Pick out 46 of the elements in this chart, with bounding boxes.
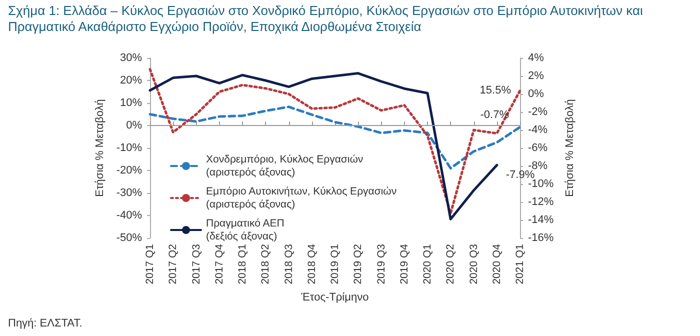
y2-axis-title: Ετήσια % Μεταβολή (564, 99, 576, 197)
x-tick-label: 2017 Q2 (167, 244, 180, 284)
x-tick-label: 2020 Q2 (444, 244, 457, 284)
x-tick-label: 2018 Q3 (282, 244, 295, 284)
x-tick-label: 2021 Q1 (514, 244, 526, 284)
y-tick-label: 20% (120, 74, 142, 86)
y2-tick-label: -8% (528, 160, 548, 172)
legend-label: Χονδρεμπόριο, Κύκλος Εργασιών (αριστερός άξονας) (206, 154, 364, 178)
x-tick-label: 2017 Q3 (190, 244, 202, 284)
y-axis-title: Ετήσια % Μεταβολή (94, 99, 106, 197)
y-tick-label: -40% (116, 210, 142, 222)
y2-tick-label: 4% (528, 52, 544, 64)
y-tick-label: -10% (116, 142, 142, 154)
y-tick-label: 30% (120, 52, 142, 64)
y2-tick-label: -2% (528, 106, 548, 118)
y-tick-label: -20% (116, 164, 142, 176)
y-tick-label: 0% (126, 120, 142, 132)
y2-tick-label: -12% (528, 196, 554, 208)
x-tick-label: 2018 Q1 (236, 244, 248, 284)
y-tick-label: 10% (120, 97, 142, 109)
y2-tick-label: -6% (528, 142, 548, 154)
y2-tick-label: 2% (528, 70, 544, 82)
y2-tick-label: -16% (528, 232, 554, 244)
data-label: 15.5% (480, 84, 512, 97)
x-axis-title: Έτος-Τρίμηνο (300, 292, 369, 304)
text: Πηγή: ΕΛΣΤΑΤ. (8, 318, 82, 330)
x-tick-label: 2020 Q4 (490, 244, 503, 284)
y2-tick-label: -10% (528, 178, 554, 190)
x-tick-label: 2017 Q4 (213, 244, 226, 284)
legend-label: Εμπόριο Αυτοκινήτων, Κύκλος Εργασιών (αριστερός άξονας) (206, 186, 397, 210)
x-tick-label: 2019 Q2 (352, 244, 364, 284)
x-tick-label: 2019 Q3 (375, 244, 388, 284)
x-tick-label: 2019 Q1 (329, 244, 341, 284)
y2-tick-label: 0% (528, 88, 544, 100)
x-tick-label: 2020 Q3 (468, 244, 480, 284)
y2-tick-label: -14% (528, 214, 554, 226)
x-tick-label: 2019 Q4 (398, 244, 410, 284)
x-tick-label: 2018 Q4 (306, 244, 318, 284)
x-tick-label: 2017 Q1 (144, 244, 156, 284)
x-tick-label: 2018 Q2 (260, 244, 272, 284)
chart-title: Σχήμα 1: Ελλάδα – Κύκλος Εργασιών στο Χονδρικό Εμπόριο, Κύκλος Εργασιών στο Εμπόριο Αυτοκινήτων και Πραγματικό Ακαθάριστο Εγχώριο Προϊόν, Εποχικά Διορθωμένα Στοιχεία (8, 3, 644, 35)
y2-tick-label: -4% (528, 124, 548, 136)
legend-label: Πραγματικό ΑΕΠ (δεξιός άξονας) (206, 218, 284, 242)
y-tick-label: -30% (116, 187, 142, 199)
x-tick-label: 2020 Q1 (422, 244, 434, 284)
y-tick-label: -50% (116, 232, 142, 244)
